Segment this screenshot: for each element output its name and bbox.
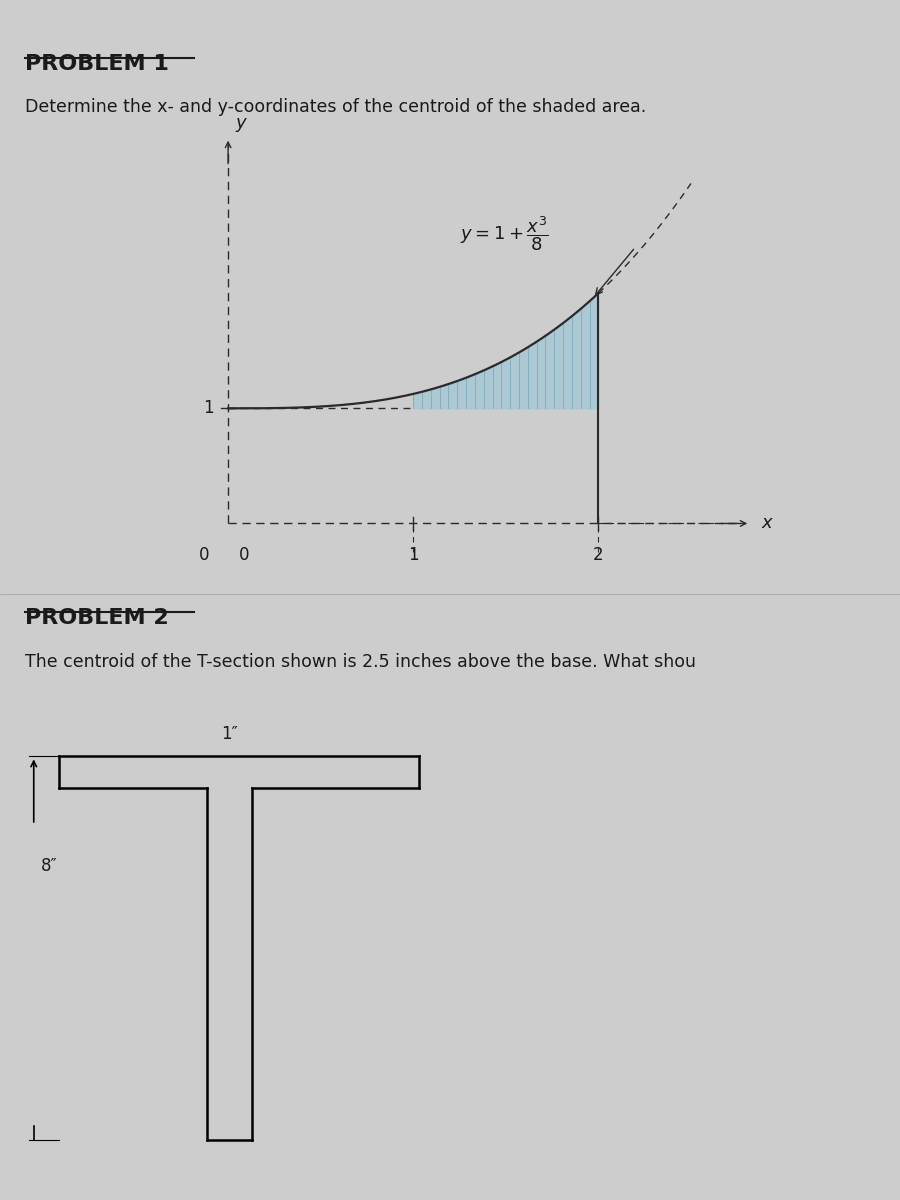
Text: PROBLEM 1: PROBLEM 1 bbox=[25, 54, 169, 74]
Text: The centroid of the T-section shown is 2.5 inches above the base. What shou: The centroid of the T-section shown is 2… bbox=[25, 653, 697, 671]
Text: $y = 1 + \dfrac{x^3}{8}$: $y = 1 + \dfrac{x^3}{8}$ bbox=[460, 214, 548, 253]
Text: $y$: $y$ bbox=[236, 116, 248, 134]
Text: Determine the x- and y-coordinates of the centroid of the shaded area.: Determine the x- and y-coordinates of th… bbox=[25, 98, 646, 116]
Text: 0: 0 bbox=[199, 546, 210, 564]
Text: PROBLEM 2: PROBLEM 2 bbox=[25, 608, 169, 629]
Text: 1: 1 bbox=[202, 400, 213, 418]
Text: 1: 1 bbox=[408, 546, 418, 564]
Text: 0: 0 bbox=[239, 546, 249, 564]
Text: 8″: 8″ bbox=[40, 857, 58, 875]
Text: $x$: $x$ bbox=[761, 515, 775, 533]
Text: 2: 2 bbox=[593, 546, 604, 564]
Text: 1″: 1″ bbox=[221, 725, 238, 743]
